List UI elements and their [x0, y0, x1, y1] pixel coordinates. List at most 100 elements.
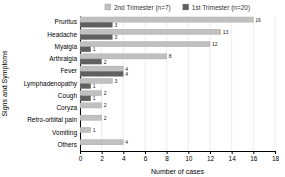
legend-swatch [183, 4, 189, 10]
grid-line [210, 16, 211, 151]
bar [80, 115, 102, 120]
x-tick-mark [102, 151, 103, 154]
y-axis: Pruritus Headache Myalgia Arthralgia Fever Ly… [24, 17, 81, 152]
legend-swatch [105, 4, 111, 10]
y-tick: Lymphadenopathy [24, 80, 80, 88]
x-tick-label: 10 [185, 155, 193, 162]
y-tick: Retro-orbital pain [27, 116, 80, 124]
bar [80, 140, 123, 145]
y-tick: Headache [47, 31, 80, 38]
bars [80, 17, 253, 145]
data-label: 4 [125, 71, 128, 77]
bar [80, 47, 91, 52]
x-tick-label: 14 [229, 155, 237, 162]
x-tick-mark [232, 151, 233, 154]
x-tick-label: 0 [79, 155, 83, 162]
grid-line [275, 16, 276, 151]
x-tick-mark [275, 151, 276, 154]
y-tick: Coryza [56, 104, 80, 112]
y-tick: Others [57, 141, 80, 148]
data-label: 16 [255, 17, 261, 23]
grid-line [145, 16, 146, 151]
x-axis-line [81, 152, 276, 155]
legend: 2nd Trimester (n=7) 1st Trimester (n=20) [105, 4, 250, 12]
bar [80, 145, 81, 150]
y-tick-label: Lymphadenopathy [24, 80, 78, 88]
data-label: 1 [93, 95, 96, 101]
plot: 024681012141618PruritusHeadacheMyalgiaAr… [24, 16, 280, 162]
bar [80, 103, 102, 108]
x-tick: 2 [100, 151, 104, 162]
legend-label: 1st Trimester (n=20) [192, 4, 250, 12]
grid-line [123, 16, 124, 151]
x-tick-mark [123, 151, 124, 154]
y-tick-label: Others [57, 141, 77, 148]
y-tick-label: Myalgia [55, 43, 78, 51]
data-label: 3 [115, 34, 118, 40]
x-tick-mark [210, 151, 211, 154]
bar [80, 84, 91, 89]
bar [80, 22, 113, 27]
y-tick-label: Retro-orbital pain [27, 116, 77, 124]
x-axis: 024681012141618 [79, 151, 280, 162]
data-label: 13 [223, 29, 229, 35]
x-tick-label: 12 [207, 155, 215, 162]
x-tick-label: 6 [144, 155, 148, 162]
x-tick-mark [188, 151, 189, 154]
data-label: 12 [212, 41, 218, 47]
data-label: 2 [104, 102, 107, 108]
y-tick-label: Fever [60, 67, 77, 74]
data-label: 3 [115, 22, 118, 28]
y-tick-label: Arthralgia [49, 55, 77, 63]
series [80, 22, 123, 101]
bar [80, 133, 81, 138]
x-tick: 16 [250, 151, 258, 162]
series [80, 17, 253, 145]
x-tick-label: 16 [250, 155, 258, 162]
x-tick-mark [145, 151, 146, 154]
bar [80, 108, 81, 113]
x-tick: 8 [165, 151, 169, 162]
bar [80, 71, 123, 76]
x-tick: 4 [122, 151, 126, 162]
x-tick-label: 8 [165, 155, 169, 162]
bar [80, 34, 113, 39]
bar [80, 66, 123, 71]
grid-line [253, 16, 254, 151]
bar [80, 54, 167, 59]
bar [80, 17, 253, 22]
x-tick-mark [167, 151, 168, 154]
y-tick-label: Vomiting [52, 129, 77, 137]
grid-line [231, 16, 232, 151]
chart: 024681012141618PruritusHeadacheMyalgiaAr… [0, 0, 285, 177]
x-tick: 0 [79, 151, 83, 162]
data-label: 2 [104, 115, 107, 121]
y-tick-label: Pruritus [55, 18, 78, 25]
data-label: 3 [115, 78, 118, 84]
x-tick: 14 [229, 151, 237, 162]
x-tick-label: 2 [100, 155, 104, 162]
grid-line [166, 16, 167, 151]
data-labels: 161312843222143312411 [93, 17, 261, 146]
legend-item: 1st Trimester (n=20) [183, 4, 250, 12]
x-axis-title: Number of cases [151, 168, 204, 175]
bar [80, 59, 102, 64]
bar [80, 91, 102, 96]
y-tick: Fever [60, 67, 80, 74]
data-label: 1 [93, 46, 96, 52]
data-label: 2 [104, 59, 107, 65]
y-tick-label: Cough [58, 92, 78, 100]
y-tick-label: Headache [47, 31, 77, 38]
bar [80, 120, 81, 125]
x-tick-label: 4 [122, 155, 126, 162]
data-label: 8 [169, 53, 172, 59]
data-label: 4 [125, 139, 128, 145]
y-tick: Arthralgia [49, 55, 80, 63]
legend-label: 2nd Trimester (n=7) [114, 4, 171, 12]
data-label: 1 [93, 83, 96, 89]
bar [80, 127, 91, 132]
bar [80, 29, 221, 34]
grid-line [188, 16, 189, 151]
y-axis-title: Signs and Symptoms [1, 50, 9, 117]
bar [80, 96, 91, 101]
